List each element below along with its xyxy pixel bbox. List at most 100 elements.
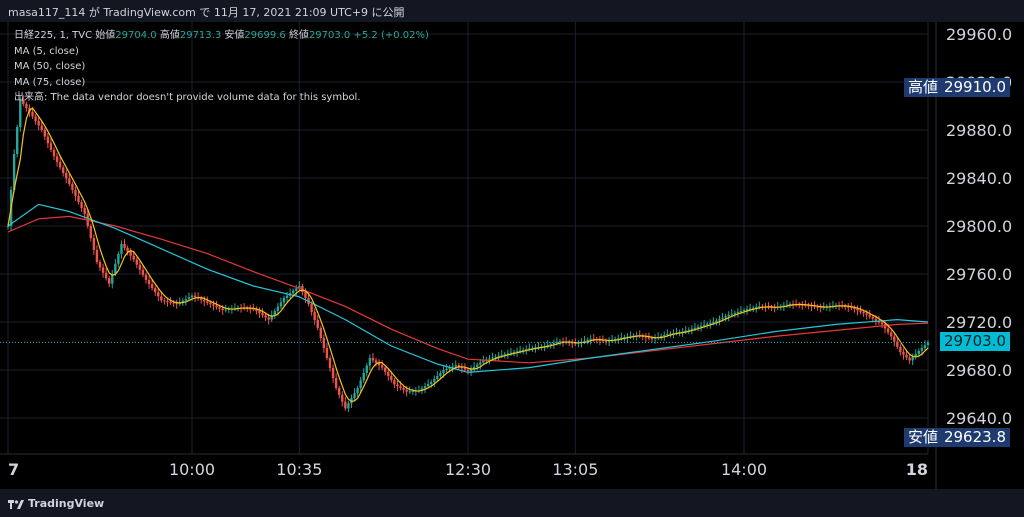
candle-body	[525, 349, 528, 351]
candle-body	[886, 328, 890, 333]
y-tick-label: 29840.0	[946, 169, 1012, 188]
candle-body	[488, 358, 491, 360]
ohlc-line: 日経225, 1, TVC 始値29704.0 高値29713.3 安値2969…	[14, 28, 429, 44]
candle-body	[448, 367, 451, 369]
low-tag-label: 安値	[907, 428, 938, 446]
candle-body	[325, 348, 329, 358]
candle-body	[574, 343, 577, 345]
candle-body	[46, 136, 50, 144]
candle-body	[206, 301, 209, 303]
candle-body	[147, 280, 151, 285]
ma75-legend[interactable]: MA (75, close)	[14, 76, 86, 88]
candle-body	[844, 306, 847, 308]
candlestick-chart[interactable]: 29640.0 29680.0 29720.0 29760.0 29800.0 29840…	[0, 22, 1024, 489]
candle-body	[850, 307, 853, 309]
candle-body	[77, 196, 80, 202]
candle-body	[644, 336, 648, 338]
candle-body	[874, 318, 878, 321]
x-tick-label: 18	[906, 460, 928, 479]
candle-body	[83, 208, 86, 214]
candle-body	[614, 339, 617, 341]
candle-body	[482, 360, 485, 363]
candle-body	[123, 244, 126, 248]
candle-body	[905, 354, 908, 358]
y-tick-label: 29880.0	[946, 121, 1012, 140]
chart-frame[interactable]: 29640.0 29680.0 29720.0 29760.0 29800.0 29840…	[0, 22, 1024, 489]
candle-body	[522, 349, 525, 351]
candle-body	[589, 338, 592, 340]
candle-body	[212, 304, 215, 306]
candle-body	[736, 311, 740, 313]
candle-body	[457, 365, 460, 367]
candle-body	[209, 302, 212, 305]
candle-body	[328, 358, 332, 368]
candle-body	[273, 310, 276, 316]
candle-body	[718, 319, 721, 321]
candle-body	[923, 345, 927, 348]
low-price-tag: 安値 29623.8	[903, 428, 1010, 447]
candle-body	[436, 376, 439, 379]
candle-body	[911, 357, 914, 361]
y-tick-label: 29640.0	[946, 409, 1012, 428]
candle-body	[712, 322, 715, 323]
candle-body	[322, 338, 326, 348]
candle-body	[583, 340, 586, 342]
publish-credit: masa117_114 が TradingView.com で 11月 17, …	[8, 6, 405, 19]
candle-body	[282, 298, 286, 303]
candle-body	[338, 388, 341, 395]
brand-name: TradingView	[28, 497, 105, 510]
candle-body	[285, 295, 289, 298]
x-tick-label: 13:05	[552, 460, 598, 479]
candle-body	[908, 357, 911, 361]
close-label: 終値	[288, 30, 309, 41]
candle-body	[267, 317, 270, 320]
candle-body	[807, 305, 810, 307]
candle-body	[472, 366, 476, 370]
candle-body	[724, 316, 727, 318]
candle-body	[847, 306, 850, 308]
candle-body	[334, 378, 338, 388]
tradingview-logo[interactable]: TradingView	[8, 497, 104, 510]
candle-body	[752, 307, 755, 309]
candle-body	[117, 253, 120, 264]
candle-body	[598, 339, 602, 341]
candle-body	[374, 360, 378, 363]
candle-body	[184, 298, 188, 301]
candle-body	[604, 340, 608, 342]
candle-body	[65, 172, 68, 179]
high-label: 高値	[159, 30, 180, 41]
candle-body	[758, 306, 761, 308]
candle-body	[880, 322, 884, 325]
candle-body	[193, 295, 197, 298]
candle-body	[359, 380, 362, 388]
candle-body	[319, 328, 322, 338]
candle-body	[200, 298, 203, 300]
candle-body	[699, 325, 703, 327]
candle-body	[224, 309, 227, 311]
candle-body	[258, 310, 261, 314]
footer-bar: TradingView	[0, 489, 1024, 517]
candle-body	[111, 273, 114, 284]
candle-body	[114, 263, 117, 274]
candle-body	[52, 149, 56, 157]
high-tag-label: 高値	[907, 78, 938, 96]
x-tick-label: 7	[8, 460, 19, 479]
candle-body	[445, 368, 448, 370]
candle-body	[356, 388, 359, 394]
candle-body	[384, 367, 387, 372]
ma50-legend[interactable]: MA (50, close)	[14, 61, 86, 72]
ma5-legend[interactable]: MA (5, close)	[14, 45, 79, 57]
high-price-tag: 高値 29910.0	[903, 78, 1010, 97]
candle-body	[25, 104, 28, 108]
candle-body	[380, 365, 384, 368]
candle-body	[420, 388, 424, 391]
current-tag-value: 29703.0	[943, 332, 1006, 350]
x-tick-label: 14:00	[721, 460, 767, 479]
candle-body	[298, 286, 301, 289]
candle-body	[653, 337, 657, 339]
candle-body	[856, 309, 859, 311]
candle-body	[227, 309, 230, 311]
candle-body	[181, 300, 184, 303]
ma75-line	[7, 215, 929, 364]
candle-body	[586, 339, 589, 341]
